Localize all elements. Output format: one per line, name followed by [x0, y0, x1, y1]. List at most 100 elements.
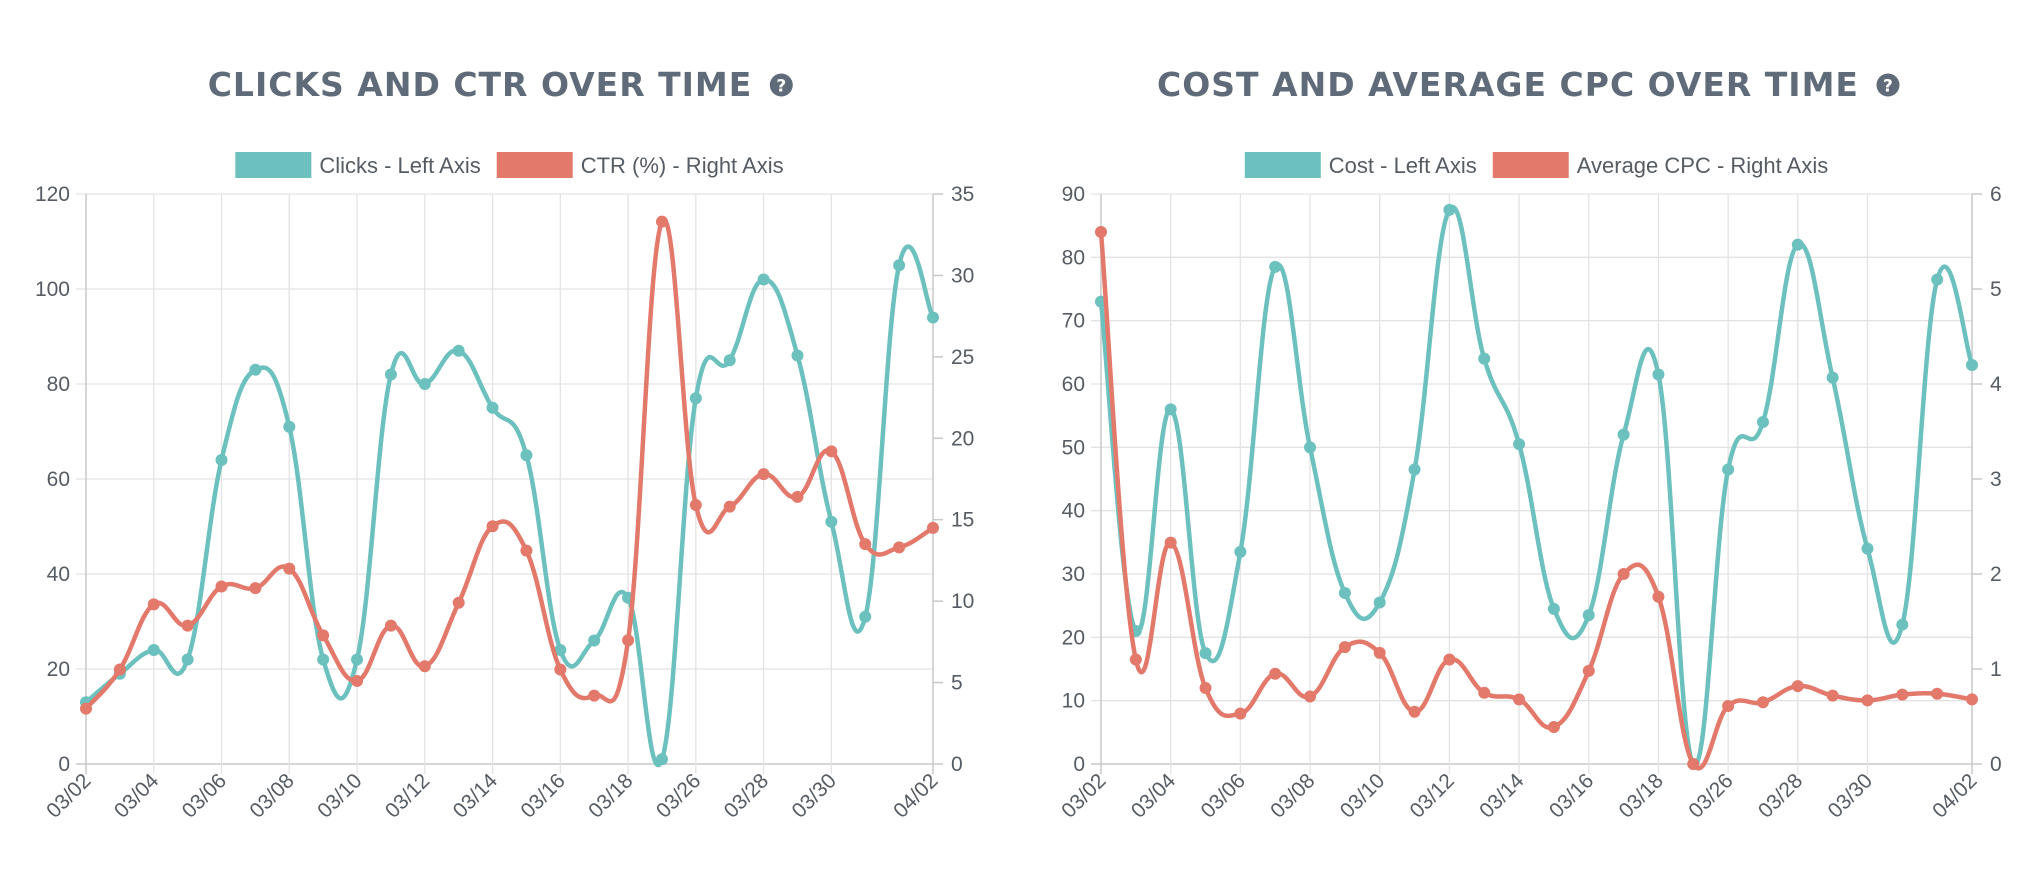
- data-point: [588, 634, 601, 647]
- right-axis-tick-label: 20: [951, 427, 974, 450]
- data-point: [1931, 687, 1944, 700]
- left-axis-tick-label: 0: [58, 753, 70, 776]
- x-axis-tick-label: 03/02: [42, 769, 95, 822]
- data-point: [825, 445, 838, 458]
- left-axis-tick-label: 80: [1062, 246, 1085, 269]
- data-point: [1966, 693, 1978, 706]
- data-point: [249, 363, 262, 376]
- data-point: [1547, 602, 1560, 615]
- question-circle-icon: ?: [1876, 73, 1900, 97]
- data-point: [893, 259, 906, 272]
- right-axis-tick-label: 15: [951, 509, 974, 532]
- left-axis-tick-label: 60: [1062, 373, 1085, 396]
- data-point: [1199, 682, 1212, 694]
- legend-item: Cost - Left Axis: [1244, 152, 1477, 178]
- data-point: [215, 580, 228, 593]
- data-point: [1478, 686, 1491, 699]
- data-point: [418, 378, 431, 390]
- data-point: [1826, 689, 1839, 702]
- data-point: [723, 354, 736, 367]
- data-point: [384, 619, 397, 632]
- x-axis-tick-label: 03/28: [720, 769, 773, 822]
- legend-swatch: [235, 152, 312, 178]
- chart-title: CLICKS AND CTR OVER TIME: [208, 65, 753, 104]
- data-point: [927, 521, 939, 534]
- legend-item: Clicks - Left Axis: [235, 152, 481, 178]
- data-point: [1791, 238, 1804, 251]
- x-axis-tick-label: 03/26: [652, 769, 705, 822]
- data-point: [791, 349, 804, 362]
- x-axis-tick-label: 03/06: [1196, 769, 1249, 822]
- x-axis-tick-label: 03/08: [245, 769, 298, 822]
- data-point: [1547, 720, 1560, 733]
- legend-label: CTR (%) - Right Axis: [581, 153, 784, 178]
- x-axis-tick-label: 03/16: [1545, 769, 1598, 822]
- left-axis-tick-label: 100: [35, 278, 70, 301]
- data-point: [1338, 587, 1351, 599]
- x-axis-tick-label: 03/12: [381, 769, 434, 822]
- data-point: [757, 468, 770, 481]
- data-point: [351, 674, 364, 687]
- series-primary: [1095, 203, 1978, 770]
- data-point: [1652, 590, 1665, 603]
- data-point: [1861, 694, 1874, 707]
- data-point: [1582, 664, 1595, 677]
- legend-swatch: [1492, 152, 1569, 178]
- data-point: [1129, 653, 1142, 666]
- left-axis-tick-label: 40: [1062, 500, 1085, 523]
- question-circle-icon-shape: [769, 73, 793, 97]
- data-point: [520, 544, 533, 557]
- right-axis-tick-label: 30: [951, 264, 974, 287]
- data-point: [1164, 536, 1177, 549]
- data-point: [113, 663, 126, 676]
- x-axis-tick-label: 03/28: [1754, 769, 1807, 822]
- data-point: [757, 273, 770, 286]
- right-axis-tick-label: 1: [1990, 658, 2002, 681]
- data-point: [554, 644, 567, 656]
- legend-item: Average CPC - Right Axis: [1492, 152, 1828, 178]
- right-axis-tick-label: 4: [1990, 373, 2002, 396]
- right-axis-tick-label: 35: [951, 183, 974, 206]
- x-axis-tick-label: 03/26: [1684, 769, 1737, 822]
- data-point: [1095, 226, 1107, 238]
- data-point: [791, 490, 804, 503]
- left-axis-tick-label: 20: [47, 658, 70, 681]
- data-point: [655, 753, 668, 766]
- series-line: [1098, 205, 1975, 768]
- data-point: [1408, 463, 1421, 476]
- right-axis-tick-label: 3: [1990, 468, 2002, 491]
- legend-item: CTR (%) - Right Axis: [496, 152, 784, 178]
- legend-label: Cost - Left Axis: [1329, 153, 1477, 178]
- data-point: [1164, 403, 1177, 416]
- right-axis-tick-label: 0: [1990, 753, 2002, 776]
- data-point: [317, 653, 330, 666]
- data-point: [1338, 641, 1351, 654]
- data-point: [1756, 416, 1769, 428]
- left-axis-tick-label: 0: [1073, 753, 1085, 776]
- data-point: [893, 541, 906, 554]
- x-axis-tick-label: 03/10: [313, 769, 366, 822]
- data-point: [384, 368, 397, 381]
- data-point: [249, 582, 262, 595]
- x-axis-tick-label: 03/18: [584, 769, 637, 822]
- series-line: [1098, 231, 1973, 771]
- data-point: [1269, 667, 1282, 680]
- data-point: [181, 653, 194, 666]
- data-point: [1373, 646, 1386, 659]
- data-point: [147, 644, 160, 656]
- grid-lines: [1091, 193, 1982, 774]
- data-point: [1966, 359, 1978, 371]
- data-point: [1199, 647, 1212, 660]
- question-circle-icon: ?: [769, 73, 793, 97]
- x-axis-tick-label: 03/16: [516, 769, 569, 822]
- left-axis-tick-label: 90: [1062, 183, 1085, 206]
- right-axis-tick-label: 0: [951, 753, 963, 776]
- data-point: [655, 215, 668, 228]
- data-point: [723, 500, 736, 513]
- left-axis-tick-label: 70: [1062, 310, 1085, 333]
- data-point: [1234, 545, 1247, 558]
- x-axis-tick-label: 03/04: [1127, 769, 1181, 823]
- question-mark-glyph: ?: [1883, 77, 1893, 97]
- x-axis-tick-label: 03/18: [1615, 769, 1668, 822]
